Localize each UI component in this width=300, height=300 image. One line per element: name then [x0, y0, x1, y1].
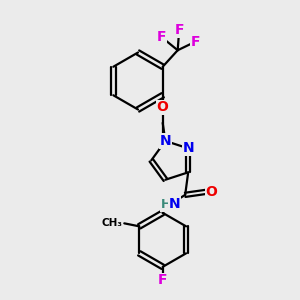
Text: CH₃: CH₃ — [102, 218, 123, 228]
Text: O: O — [206, 185, 218, 199]
Text: F: F — [174, 23, 184, 37]
Text: N: N — [168, 197, 180, 211]
Text: F: F — [156, 30, 166, 44]
Text: F: F — [158, 273, 167, 287]
Text: N: N — [160, 134, 171, 148]
Text: F: F — [190, 35, 200, 49]
Text: H: H — [160, 198, 171, 211]
Text: N: N — [182, 141, 194, 155]
Text: O: O — [157, 100, 169, 114]
